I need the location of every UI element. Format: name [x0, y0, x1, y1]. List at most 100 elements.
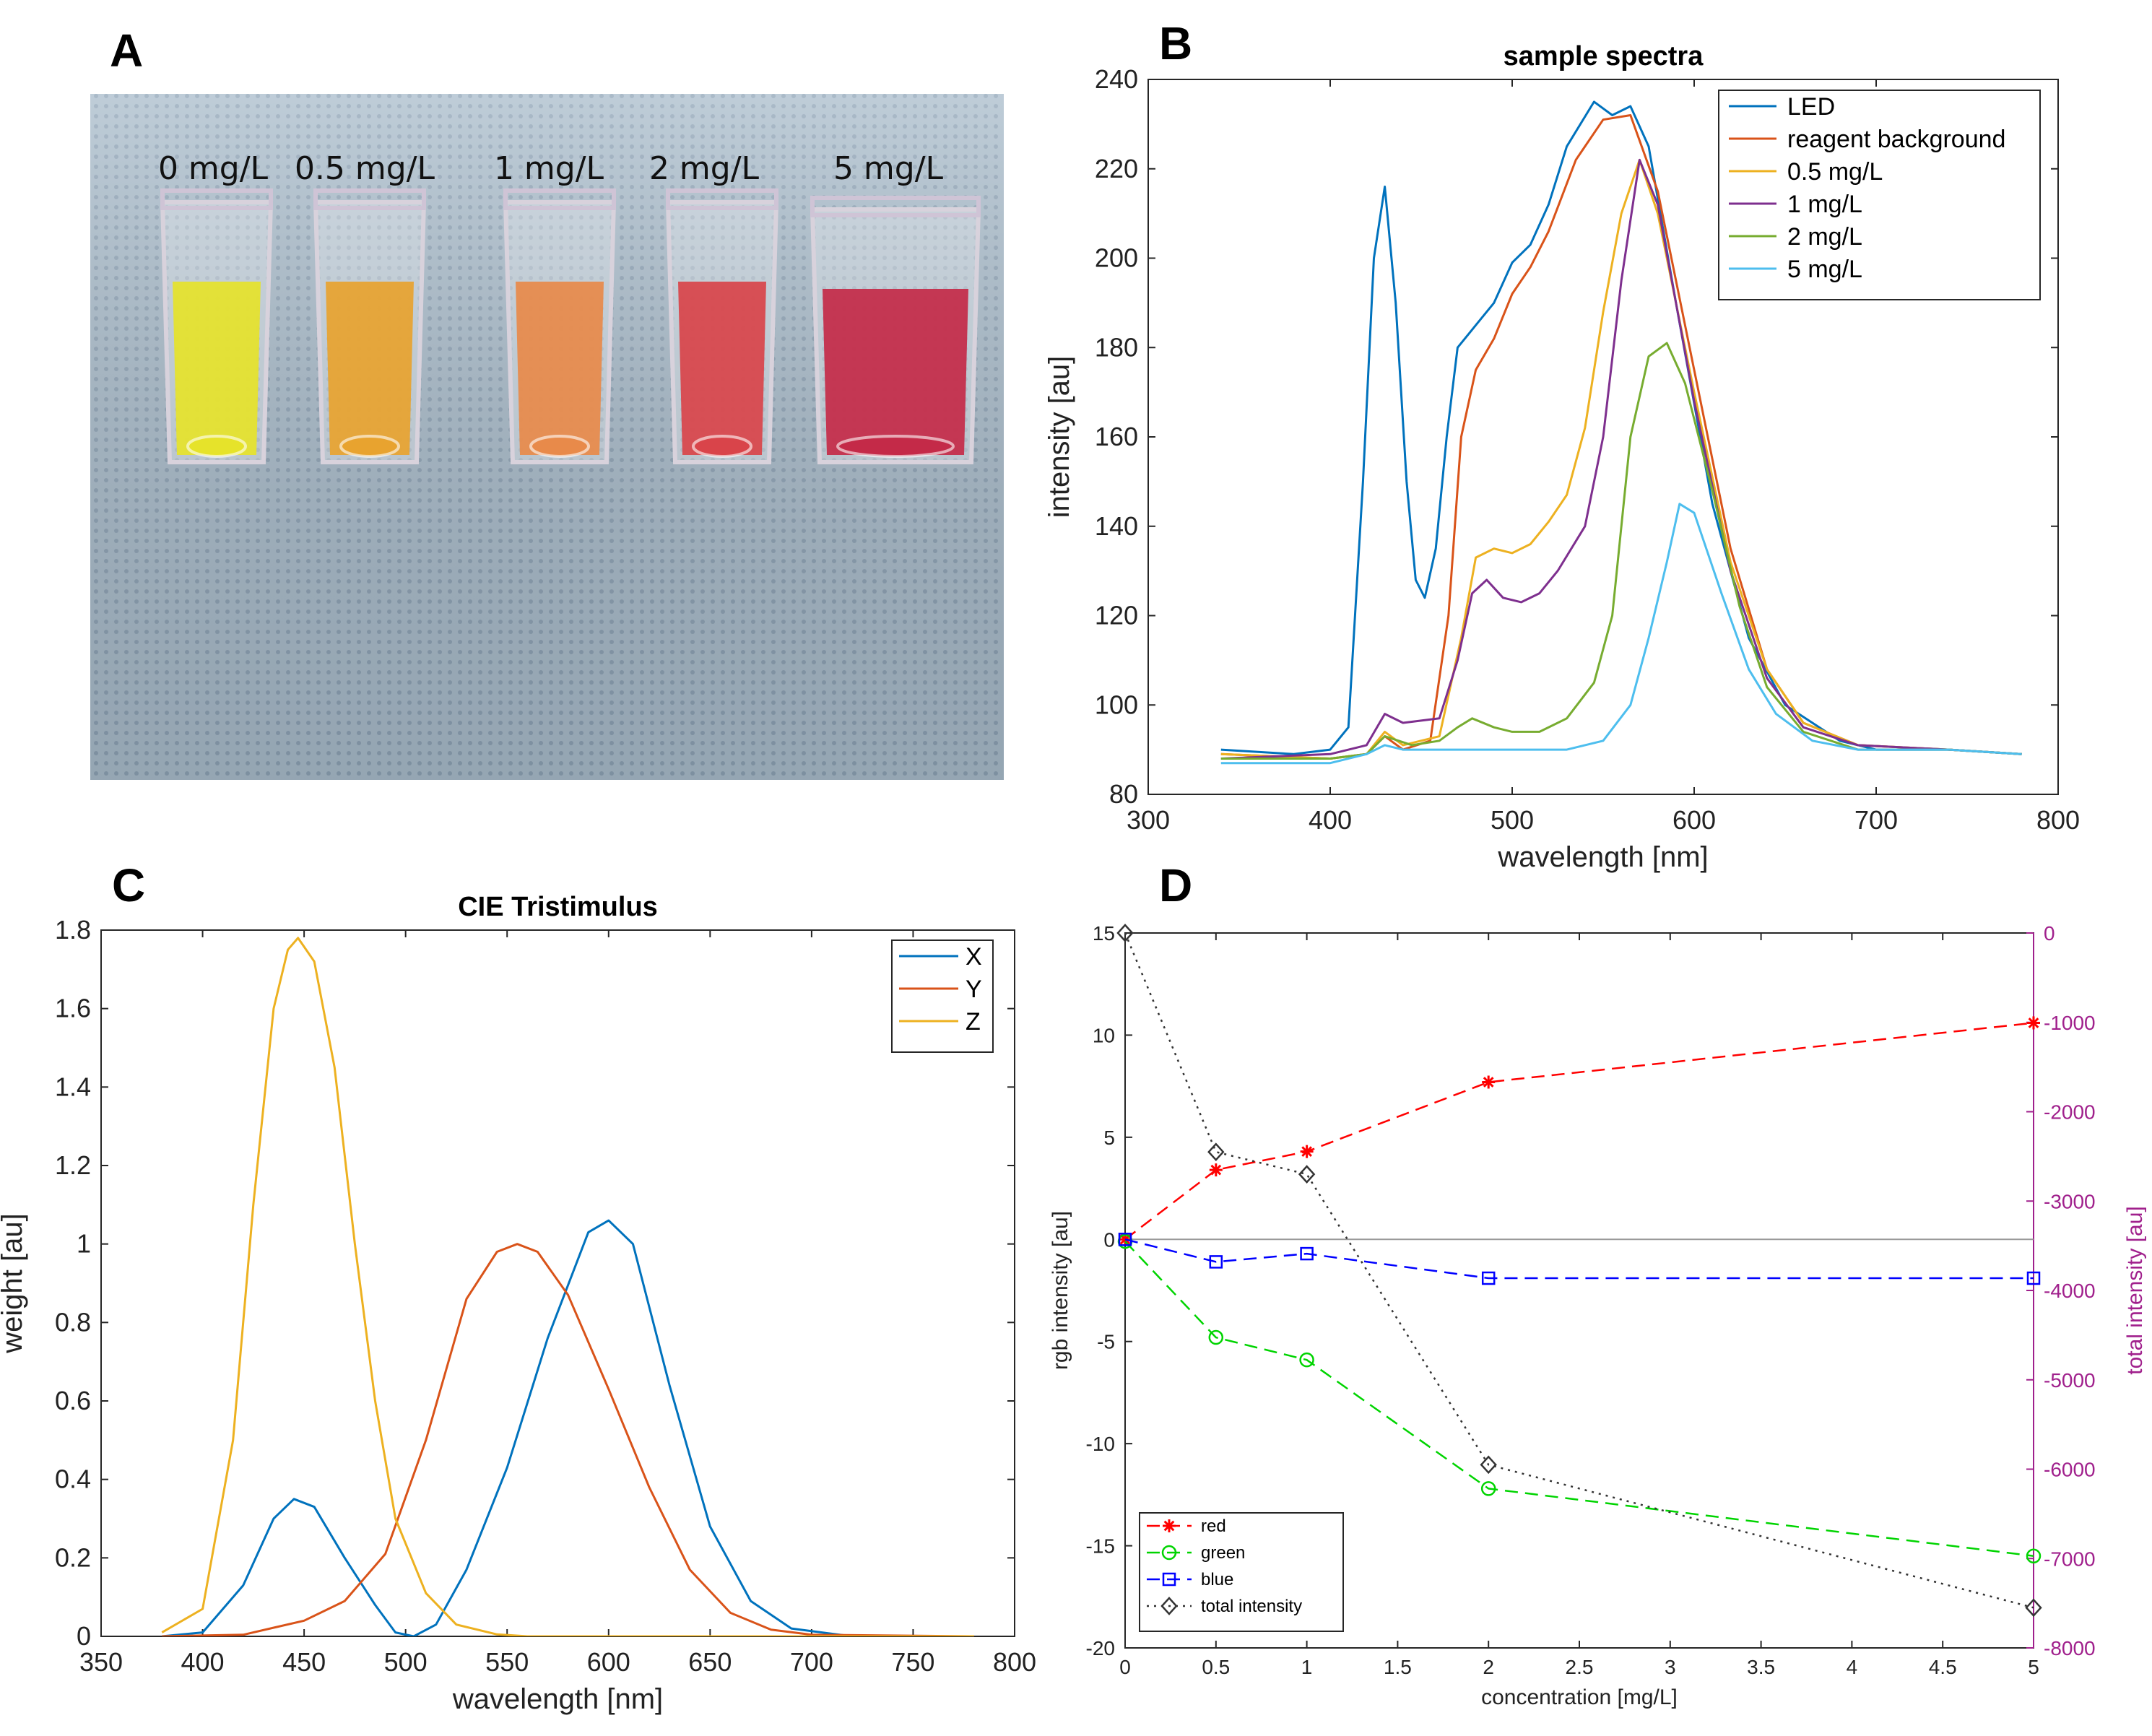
x-tick-label: 750	[891, 1647, 934, 1677]
legend-label: Y	[966, 976, 982, 1003]
x-tick-label: 0	[1119, 1656, 1131, 1678]
y2-tick-label: -1000	[2044, 1012, 2096, 1034]
y-tick-label: -15	[1086, 1535, 1115, 1558]
series-line-green	[1124, 1241, 2034, 1557]
cuvette-1	[160, 188, 274, 464]
legend	[891, 939, 994, 1053]
cuvette-liquid	[173, 282, 261, 455]
legend-label: green	[1201, 1543, 1245, 1563]
data-point-blue	[1209, 1255, 1223, 1269]
legend-marker	[1161, 1545, 1177, 1561]
x-tick-label: 3.5	[1747, 1656, 1775, 1678]
legend-label: 0.5 mg/L	[1787, 158, 1883, 186]
data-point-red	[1482, 1075, 1496, 1089]
legend-marker	[1162, 1572, 1176, 1587]
x-tick-label: 700	[1854, 805, 1898, 835]
legend-label: 2 mg/L	[1787, 223, 1862, 251]
x-tick-label: 2	[1483, 1656, 1494, 1678]
cuvette-label: 1 mg/L	[494, 150, 604, 187]
data-point-green	[2026, 1548, 2042, 1563]
cuvette-label: 0.5 mg/L	[295, 150, 435, 187]
data-point-green	[1208, 1329, 1224, 1345]
series-line-total-intensity	[1124, 932, 2034, 1609]
x-tick-label: 450	[282, 1647, 326, 1677]
series-line-z	[161, 937, 974, 1636]
y-tick-label: 15	[1093, 922, 1115, 945]
y-tick-label: 0	[1103, 1228, 1115, 1251]
y-tick-label: 1.2	[55, 1150, 91, 1180]
y-tick-label: 10	[1093, 1024, 1115, 1046]
x-tick-label: 400	[181, 1647, 225, 1677]
cuvette-label: 2 mg/L	[649, 150, 760, 187]
data-point-total-intensity	[2025, 1598, 2042, 1618]
data-point-blue	[1481, 1271, 1496, 1285]
cuvette-label: 5 mg/L	[833, 150, 944, 187]
x-axis-label: wavelength [nm]	[1497, 841, 1708, 873]
y-tick-label: 220	[1095, 154, 1138, 183]
series-line-2-mg-l	[1220, 342, 2022, 760]
y2-axis-label: total intensity [au]	[2123, 1206, 2147, 1374]
x-tick-label: 800	[993, 1647, 1036, 1677]
legend-label: total intensity	[1201, 1597, 1302, 1616]
cuvette-label: 0 mg/L	[158, 150, 269, 187]
x-tick-label: 3	[1665, 1656, 1676, 1678]
x-axis-label: wavelength [nm]	[452, 1683, 663, 1715]
x-axis-label: concentration [mg/L]	[1481, 1685, 1678, 1709]
series-line-5-mg-l	[1220, 503, 2022, 765]
cuvette-4	[665, 188, 779, 464]
y-tick-label: -5	[1097, 1331, 1115, 1353]
cuvette-5	[810, 196, 981, 464]
panel-letter-d: D	[1159, 859, 1192, 911]
series-line-1-mg-l	[1220, 158, 2022, 760]
data-point-total-intensity	[1207, 1142, 1225, 1162]
y-tick-label: -20	[1086, 1637, 1115, 1659]
panel-letter-b: B	[1159, 17, 1192, 69]
data-point-red	[1300, 1145, 1314, 1158]
y-axis-label: weight [au]	[0, 1213, 28, 1353]
data-point-blue	[2026, 1271, 2041, 1285]
y2-tick-label: -6000	[2044, 1459, 2096, 1481]
x-tick-label: 500	[384, 1647, 428, 1677]
x-tick-label: 2.5	[1566, 1656, 1594, 1678]
legend-label: 5 mg/L	[1787, 256, 1862, 283]
y2-tick-label: -3000	[2044, 1190, 2096, 1212]
data-point-red	[2027, 1016, 2040, 1030]
data-point-blue	[1118, 1233, 1132, 1246]
y-tick-label: 100	[1095, 690, 1138, 719]
y-tick-label: 140	[1095, 511, 1138, 541]
legend	[1718, 90, 2041, 300]
y-tick-label: 0.4	[55, 1464, 91, 1494]
legend-marker	[1163, 1519, 1176, 1532]
chart-title: CIE Tristimulus	[458, 892, 658, 922]
plot-area	[100, 929, 1015, 1637]
y-tick-label: 80	[1109, 779, 1138, 809]
cuvette-liquid	[678, 282, 766, 455]
y2-tick-label: -7000	[2044, 1548, 2096, 1570]
data-point-total-intensity	[1480, 1455, 1497, 1475]
chart-sample-spectra: 300 400 500 600 700 800 80 100 120 140 160 180 200 22…	[1044, 41, 2080, 873]
x-tick-label: 600	[587, 1647, 630, 1677]
legend-marker	[1160, 1597, 1178, 1615]
y-tick-label: 160	[1095, 422, 1138, 451]
cuvette-liquid	[823, 289, 968, 455]
x-tick-label: 4.5	[1929, 1656, 1957, 1678]
y-tick-label: 0.8	[55, 1307, 91, 1337]
y-tick-label: 120	[1095, 601, 1138, 630]
cuvette-liquid	[516, 282, 604, 455]
legend	[1139, 1512, 1344, 1632]
x-tick-label: 300	[1127, 805, 1170, 835]
series-line-x	[162, 1219, 974, 1636]
cuvette-2	[313, 188, 427, 464]
cuvette-photo: 0 mg/L 0.5 mg/L 1 mg/L 2 mg/L 5 mg/L	[90, 94, 1004, 780]
legend-label: red	[1201, 1516, 1226, 1536]
y-tick-label: 200	[1095, 243, 1138, 273]
cuvette-3	[503, 188, 617, 464]
x-tick-label: 550	[485, 1647, 529, 1677]
y2-tick-label: -4000	[2044, 1280, 2096, 1302]
y2-tick-label: -2000	[2044, 1101, 2096, 1124]
series-line-0-5-mg-l	[1220, 158, 2022, 760]
x-tick-label: 4	[1847, 1656, 1858, 1678]
y-tick-label: 1.8	[55, 915, 91, 945]
y2-tick-label: 0	[2044, 922, 2055, 945]
